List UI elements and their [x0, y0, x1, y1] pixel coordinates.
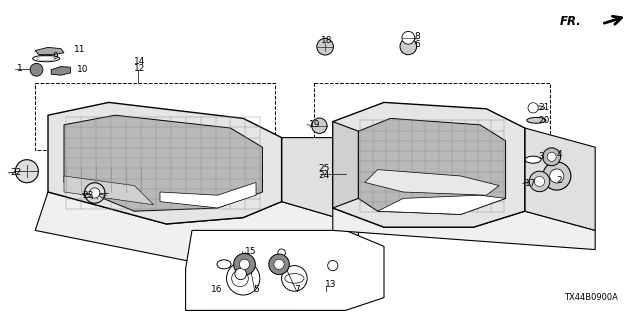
Text: 10: 10: [77, 65, 88, 74]
Circle shape: [534, 176, 545, 187]
Text: 18: 18: [321, 36, 333, 45]
Text: 22: 22: [10, 168, 22, 177]
Circle shape: [234, 253, 255, 275]
Text: 15: 15: [244, 247, 256, 256]
Text: 9: 9: [52, 52, 58, 61]
Text: 21: 21: [538, 103, 550, 112]
Text: 1: 1: [17, 64, 23, 73]
Text: 5: 5: [253, 285, 259, 294]
Circle shape: [84, 183, 105, 203]
Circle shape: [400, 38, 417, 55]
Ellipse shape: [525, 156, 541, 163]
Ellipse shape: [285, 274, 304, 283]
Circle shape: [317, 38, 333, 55]
Ellipse shape: [527, 117, 546, 123]
Text: 19: 19: [309, 120, 321, 129]
Circle shape: [239, 259, 250, 269]
Circle shape: [528, 103, 538, 113]
Bar: [209, 243, 294, 310]
Polygon shape: [35, 47, 64, 54]
Circle shape: [312, 118, 327, 133]
Polygon shape: [35, 192, 358, 272]
Ellipse shape: [217, 260, 231, 269]
Circle shape: [90, 188, 100, 198]
Polygon shape: [365, 170, 499, 195]
Circle shape: [529, 171, 550, 192]
Polygon shape: [64, 176, 154, 205]
Ellipse shape: [33, 55, 60, 62]
Ellipse shape: [531, 106, 545, 110]
Text: 13: 13: [324, 280, 336, 289]
Circle shape: [550, 169, 564, 183]
Circle shape: [328, 260, 338, 271]
Polygon shape: [378, 195, 506, 214]
Circle shape: [543, 148, 561, 166]
Circle shape: [30, 63, 43, 76]
Polygon shape: [358, 118, 506, 214]
Text: 25: 25: [318, 164, 330, 173]
Polygon shape: [64, 115, 262, 211]
Text: 4: 4: [556, 150, 562, 159]
Circle shape: [235, 268, 246, 280]
Text: 16: 16: [211, 285, 223, 294]
Text: FR.: FR.: [559, 15, 581, 28]
Polygon shape: [186, 230, 384, 310]
Polygon shape: [525, 128, 595, 230]
Text: 17: 17: [525, 179, 536, 188]
Circle shape: [547, 152, 556, 161]
Circle shape: [227, 262, 260, 295]
Text: 6: 6: [414, 40, 420, 49]
Circle shape: [269, 254, 289, 275]
Circle shape: [282, 266, 307, 291]
Text: 8: 8: [414, 32, 420, 41]
Text: 7: 7: [294, 285, 300, 294]
Polygon shape: [333, 208, 595, 250]
Polygon shape: [282, 138, 358, 224]
Circle shape: [543, 162, 571, 190]
Bar: [314, 83, 550, 230]
Polygon shape: [51, 67, 70, 75]
Circle shape: [232, 270, 248, 287]
Text: 14: 14: [134, 57, 146, 66]
Polygon shape: [160, 182, 256, 208]
Ellipse shape: [36, 57, 56, 60]
Text: 3: 3: [538, 152, 544, 161]
Polygon shape: [48, 102, 282, 224]
Text: 2: 2: [556, 176, 562, 185]
Text: 24: 24: [318, 171, 330, 180]
Circle shape: [15, 160, 38, 183]
Bar: [35, 83, 275, 150]
Circle shape: [278, 249, 285, 257]
Circle shape: [274, 259, 284, 269]
Circle shape: [402, 31, 415, 44]
Polygon shape: [333, 102, 525, 227]
Text: TX44B0900A: TX44B0900A: [564, 293, 618, 302]
Text: 12: 12: [134, 64, 146, 73]
Text: 23: 23: [82, 191, 93, 200]
Text: 20: 20: [538, 116, 550, 124]
Polygon shape: [333, 122, 358, 208]
Text: 11: 11: [74, 45, 85, 54]
